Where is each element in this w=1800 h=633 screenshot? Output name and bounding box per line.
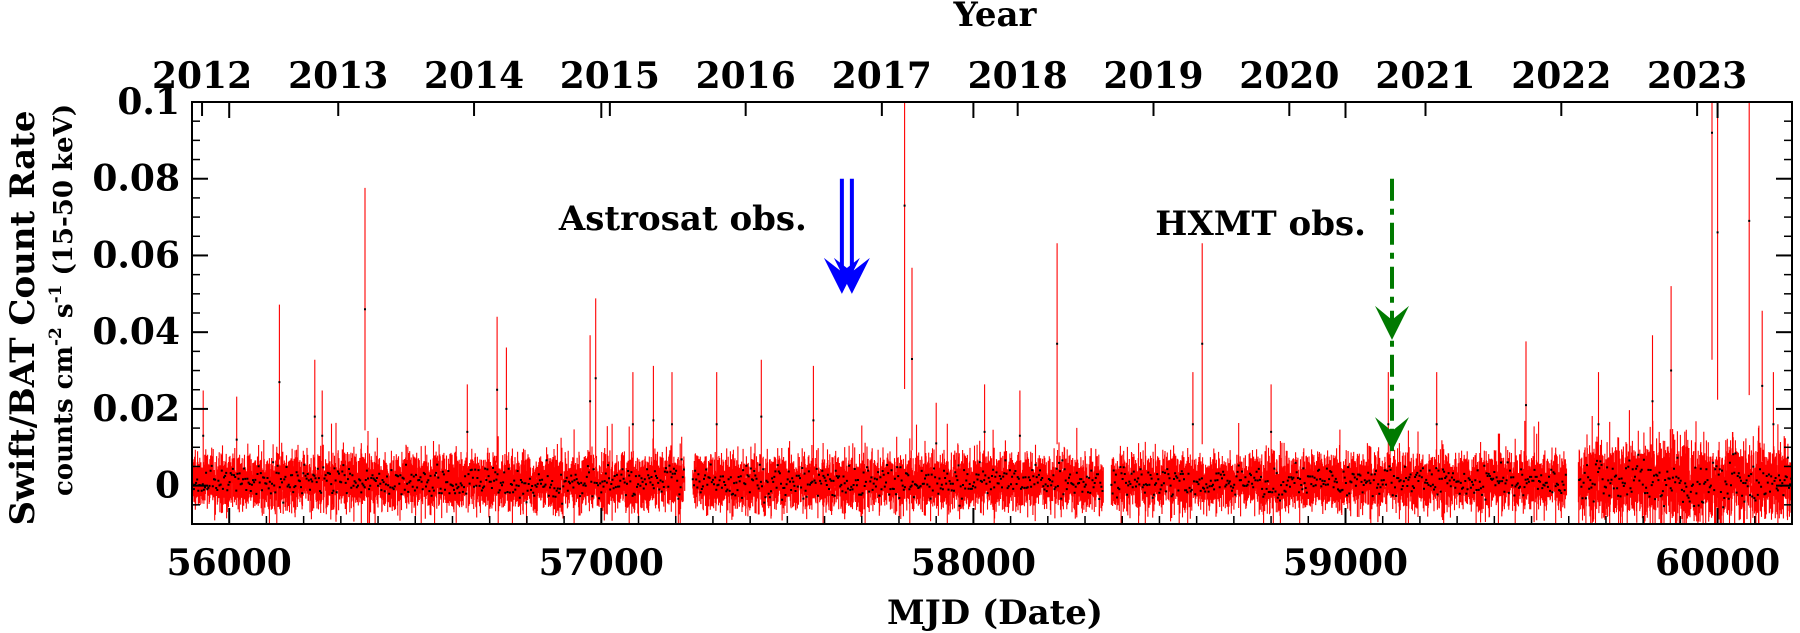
year-tick-label: 2018 (968, 55, 1068, 97)
year-tick-label: 2022 (1511, 55, 1611, 97)
y-tick-label: 0 (155, 465, 180, 507)
y-tick-label: 0.08 (92, 158, 180, 200)
hxmt-arrow-head-upper (1375, 305, 1409, 340)
year-tick-label: 2012 (152, 55, 252, 97)
year-tick-label: 2019 (1103, 55, 1203, 97)
y-axis-units: counts cm-2 s-1 (15-50 keV) (46, 104, 79, 496)
y-units-part-c: (15-50 keV) (49, 104, 79, 285)
y-units-part-b: s (49, 303, 79, 327)
year-tick-label: 2013 (288, 55, 388, 97)
y-axis-title: Swift/BAT Count Rate (3, 110, 43, 525)
y-units-sup-a: -2 (46, 327, 66, 346)
year-tick-label: 2023 (1647, 55, 1747, 97)
data-layer (192, 102, 1792, 524)
x-tick-label: 58000 (911, 542, 1036, 584)
hxmt-label: HXMT obs. (1155, 204, 1366, 244)
x-tick-label: 60000 (1655, 542, 1780, 584)
annotations-layer: Astrosat obs. HXMT obs. (558, 178, 1409, 452)
y-tick-label: 0.02 (92, 388, 180, 430)
astrosat-label: Astrosat obs. (558, 199, 807, 239)
series-light-curve (192, 102, 1792, 524)
year-tick-label: 2016 (696, 55, 796, 97)
top-axis-title: Year (953, 0, 1038, 35)
axes-layer: 56000 57000 58000 59000 60000 2012 2013 2014 201… (92, 55, 1793, 584)
y-tick-label: 0.1 (117, 81, 180, 123)
hxmt-arrow-head-lower (1375, 417, 1409, 452)
year-tick-label: 2015 (560, 55, 660, 97)
astrosat-arrow-head (833, 257, 870, 294)
y-units-sup-b: -1 (46, 285, 66, 304)
x-axis-title: MJD (Date) (887, 593, 1103, 633)
year-tick-label: 2020 (1239, 55, 1339, 97)
y-tick-label: 0.06 (92, 234, 180, 276)
year-tick-label: 2014 (424, 55, 524, 97)
astrosat-annotation: Astrosat obs. (558, 178, 870, 294)
x-tick-label: 56000 (167, 542, 292, 584)
year-tick-label: 2021 (1375, 55, 1475, 97)
y-units-part-a: counts cm (49, 346, 79, 496)
y-tick-label: 0.04 (92, 311, 180, 353)
x-tick-label: 57000 (539, 542, 664, 584)
year-tick-label: 2017 (832, 55, 932, 97)
hxmt-annotation: HXMT obs. (1155, 178, 1409, 452)
x-tick-label: 59000 (1283, 542, 1408, 584)
